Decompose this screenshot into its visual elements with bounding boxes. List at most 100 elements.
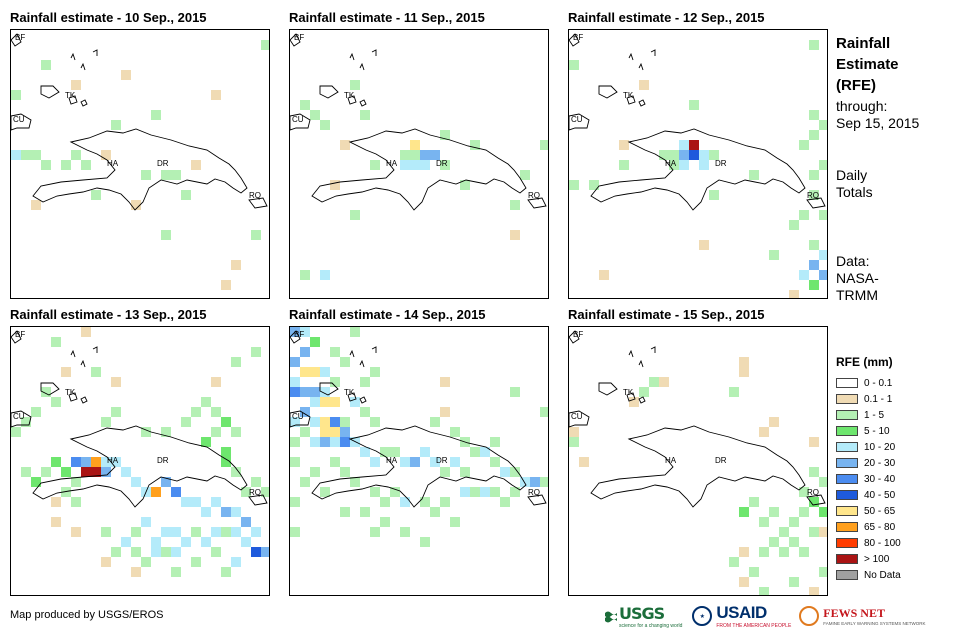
rain-cell: [789, 220, 799, 230]
coastline: [569, 113, 590, 131]
rain-cell: [390, 487, 400, 497]
rain-cell: [300, 427, 310, 437]
rain-cell: [41, 467, 51, 477]
rain-cell: [151, 487, 161, 497]
rain-cell: [360, 110, 370, 120]
rain-cell: [151, 547, 161, 557]
rain-cell: [231, 527, 241, 537]
coastline: [628, 49, 656, 71]
legend-label: 80 - 100: [864, 537, 901, 549]
legend-swatch: [836, 458, 858, 468]
data-line: NASA-: [836, 270, 879, 286]
coastlines: [290, 33, 547, 211]
coastline: [628, 346, 656, 368]
rain-cell: [71, 527, 81, 537]
rain-cell: [221, 457, 231, 467]
rain-cell: [81, 467, 91, 477]
rain-cell: [310, 467, 320, 477]
rain-cell: [310, 110, 320, 120]
coastline: [290, 330, 301, 344]
rain-cell: [510, 387, 520, 397]
coastline: [70, 346, 98, 368]
rain-cell: [400, 150, 410, 160]
usaid-logo: ★ USAID FROM THE AMERICAN PEOPLE: [692, 603, 791, 629]
country-labels: BF TK CU HA DR RQ: [292, 330, 540, 497]
rain-cell: [819, 250, 827, 260]
rain-cell: [161, 547, 171, 557]
legend-swatch: [836, 426, 858, 436]
rain-cell: [251, 547, 261, 557]
rain-cell: [201, 507, 211, 517]
rain-cell: [181, 190, 191, 200]
rainfall-map-svg: BF TK CU HA DR RQ: [290, 33, 548, 280]
rain-cell: [470, 487, 480, 497]
rain-cell: [360, 507, 370, 517]
rain-cell: [141, 557, 151, 567]
coastline: [248, 494, 268, 506]
rain-cell: [91, 467, 101, 477]
rain-cell: [510, 487, 520, 497]
rain-cell: [729, 387, 739, 397]
country-label-bf: BF: [15, 33, 25, 42]
country-label-ha: HA: [665, 456, 677, 465]
rain-cell: [221, 567, 231, 577]
rain-cell: [709, 150, 719, 160]
rain-cell: [619, 160, 629, 170]
rain-cell: [639, 387, 649, 397]
rain-cell: [121, 537, 131, 547]
rain-cell: [510, 200, 520, 210]
rain-cell: [809, 527, 819, 537]
rain-cell: [819, 210, 827, 220]
legend-label: 0.1 - 1: [864, 393, 893, 405]
coastlines: [11, 330, 268, 508]
coastline: [569, 410, 590, 428]
rain-cell: [400, 497, 410, 507]
rain-cell: [799, 270, 809, 280]
rain-cell: [300, 477, 310, 487]
rain-cell: [490, 457, 500, 467]
rain-cell: [440, 497, 450, 507]
legend-swatch: [836, 554, 858, 564]
rain-cell: [300, 100, 310, 110]
legend-item: 80 - 100: [836, 535, 901, 551]
rain-cell: [569, 60, 579, 70]
data-line: TRMM: [836, 287, 878, 303]
rain-cell: [201, 537, 211, 547]
rain-cell: [290, 387, 300, 397]
rain-cell: [619, 140, 629, 150]
product-title-line: Estimate: [836, 56, 899, 73]
rain-cell: [510, 467, 520, 477]
rain-cell: [430, 457, 440, 467]
legend-item: 30 - 40: [836, 471, 901, 487]
coastline: [32, 425, 248, 508]
rain-cell: [141, 427, 151, 437]
rain-cell: [659, 377, 669, 387]
rain-cell: [689, 100, 699, 110]
rain-cell: [221, 527, 231, 537]
rain-cell: [320, 397, 330, 407]
rain-cell: [61, 467, 71, 477]
coastline: [11, 410, 32, 428]
rain-cell: [450, 517, 460, 527]
rain-cell: [400, 160, 410, 170]
rain-cell: [699, 150, 709, 160]
rain-cell: [819, 567, 827, 577]
rain-cell: [71, 150, 81, 160]
legend-item: 1 - 5: [836, 407, 901, 423]
rain-cell: [131, 200, 141, 210]
coastline: [347, 392, 367, 404]
rain-cell: [251, 347, 261, 357]
rain-cell: [340, 507, 350, 517]
country-label-rq: RQ: [528, 191, 540, 200]
rainfall-map-svg: BF TK CU HA DR RQ: [11, 33, 269, 290]
legend-label: 20 - 30: [864, 457, 896, 469]
rain-cell: [191, 160, 201, 170]
coastline: [347, 95, 367, 107]
rain-cell: [231, 357, 241, 367]
rain-cell: [51, 337, 61, 347]
country-label-bf: BF: [294, 33, 304, 42]
rain-cell: [350, 397, 360, 407]
rain-cell: [749, 497, 759, 507]
rain-cell: [340, 417, 350, 427]
country-label-ha: HA: [386, 456, 398, 465]
